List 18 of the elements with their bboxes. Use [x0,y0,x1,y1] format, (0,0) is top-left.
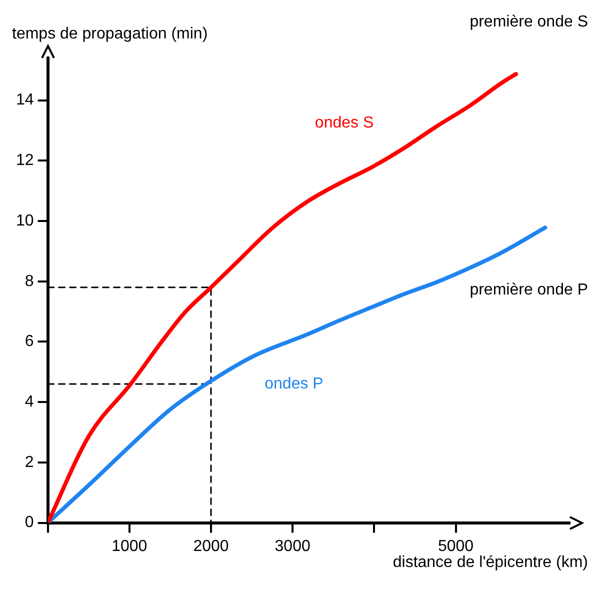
x-tick-label: 5000 [438,538,474,555]
y-tick-label: 0 [24,514,34,532]
x-axis-title: distance de l'épicentre (km) [392,554,588,572]
annotation: première onde P [470,281,588,298]
series-label: ondes P [264,375,324,392]
y-tick-label: 8 [24,272,34,290]
y-tick-label: 2 [24,454,34,471]
x-tick-label: 2000 [193,538,229,555]
y-tick-label: 10 [16,212,34,230]
y-tick-label: 12 [16,152,34,170]
text: première onde S [470,13,588,30]
y-tick-label: 6 [24,333,34,350]
x-tick-label: 3000 [274,538,310,555]
y-tick-label: 4 [24,393,34,410]
y-tick-label: 14 [16,92,34,109]
y-axis-title: temps de propagation (min) [12,25,208,42]
x-tick-label: 1000 [112,538,148,555]
series-label: ondes S [314,114,374,132]
